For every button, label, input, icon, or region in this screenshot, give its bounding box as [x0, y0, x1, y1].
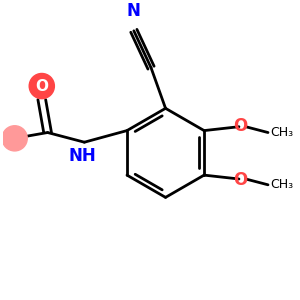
Circle shape	[29, 74, 54, 99]
Text: NH: NH	[69, 147, 96, 165]
Text: O: O	[233, 171, 247, 189]
Circle shape	[2, 126, 27, 151]
Text: N: N	[127, 2, 141, 20]
Text: O: O	[35, 79, 48, 94]
Text: CH₃: CH₃	[270, 126, 293, 139]
Text: O: O	[233, 117, 247, 135]
Text: CH₃: CH₃	[270, 178, 293, 191]
